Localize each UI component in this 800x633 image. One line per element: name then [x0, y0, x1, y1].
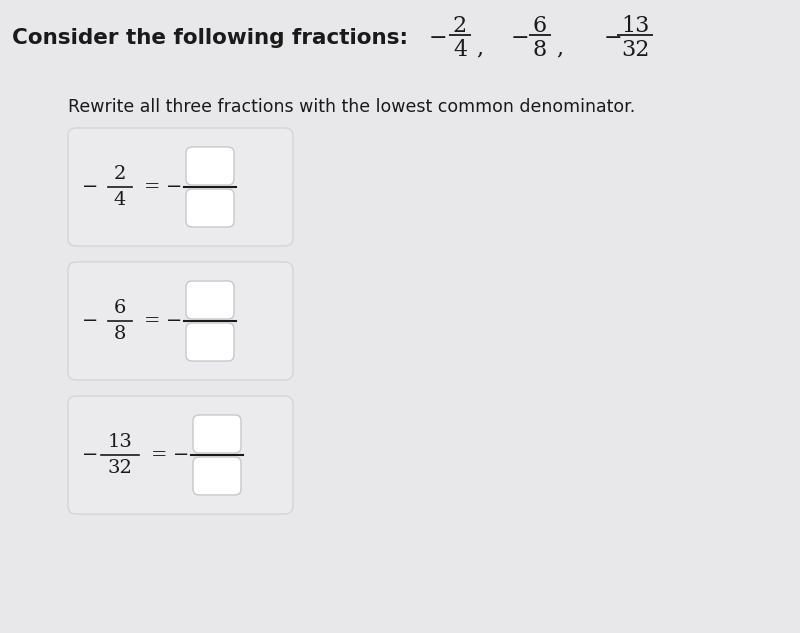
- FancyBboxPatch shape: [193, 457, 241, 495]
- Text: 2: 2: [114, 165, 126, 183]
- Text: 32: 32: [107, 459, 133, 477]
- Text: −: −: [166, 178, 182, 196]
- Text: −: −: [173, 446, 189, 464]
- Text: Rewrite all three fractions with the lowest common denominator.: Rewrite all three fractions with the low…: [68, 98, 635, 116]
- FancyBboxPatch shape: [186, 147, 234, 185]
- FancyBboxPatch shape: [186, 281, 234, 319]
- FancyBboxPatch shape: [68, 396, 293, 514]
- Text: 13: 13: [107, 433, 133, 451]
- FancyBboxPatch shape: [68, 128, 293, 246]
- Text: −: −: [166, 312, 182, 330]
- Text: =: =: [150, 446, 167, 464]
- Text: 32: 32: [621, 39, 649, 61]
- Text: −: −: [429, 27, 447, 49]
- Text: −: −: [82, 446, 98, 464]
- Text: ,: ,: [476, 37, 483, 59]
- Text: 6: 6: [533, 15, 547, 37]
- Text: −: −: [82, 178, 98, 196]
- Text: 4: 4: [114, 191, 126, 209]
- Text: 13: 13: [621, 15, 649, 37]
- Text: −: −: [82, 312, 98, 330]
- FancyBboxPatch shape: [68, 262, 293, 380]
- Text: =: =: [144, 178, 160, 196]
- FancyBboxPatch shape: [186, 323, 234, 361]
- Text: −: −: [510, 27, 530, 49]
- Text: −: −: [604, 27, 622, 49]
- Text: 8: 8: [533, 39, 547, 61]
- Text: 6: 6: [114, 299, 126, 317]
- Text: 4: 4: [453, 39, 467, 61]
- Text: 8: 8: [114, 325, 126, 343]
- Text: ,: ,: [556, 37, 563, 59]
- Text: =: =: [144, 312, 160, 330]
- FancyBboxPatch shape: [186, 189, 234, 227]
- Text: 2: 2: [453, 15, 467, 37]
- FancyBboxPatch shape: [193, 415, 241, 453]
- Text: Consider the following fractions:: Consider the following fractions:: [12, 28, 408, 48]
